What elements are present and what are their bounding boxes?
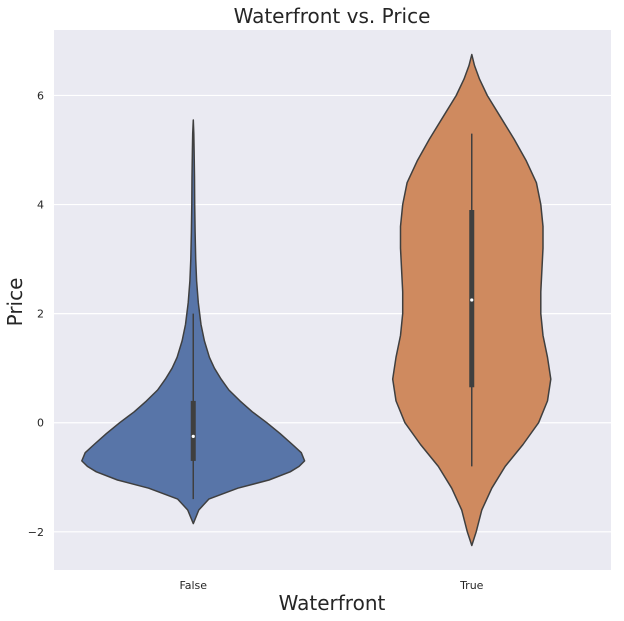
y-tick-label: 4 <box>37 199 44 212</box>
violins <box>81 53 552 547</box>
median-point-true <box>470 298 474 302</box>
y-tick-label: 2 <box>37 308 44 321</box>
y-tick-label: −2 <box>28 526 44 539</box>
x-tick-label: True <box>459 579 484 592</box>
y-tick-label: 6 <box>37 89 44 102</box>
median-point-false <box>191 434 195 438</box>
iqr-box-false <box>190 400 196 461</box>
y-axis-label: Price <box>3 278 27 327</box>
x-tick-label: False <box>179 579 207 592</box>
y-tick-label: 0 <box>37 417 44 430</box>
chart-title: Waterfront vs. Price <box>234 4 431 28</box>
x-axis-ticks: False True <box>179 579 483 592</box>
x-axis-label: Waterfront <box>279 591 386 615</box>
y-axis-ticks: −2 0 2 4 6 <box>28 89 44 538</box>
